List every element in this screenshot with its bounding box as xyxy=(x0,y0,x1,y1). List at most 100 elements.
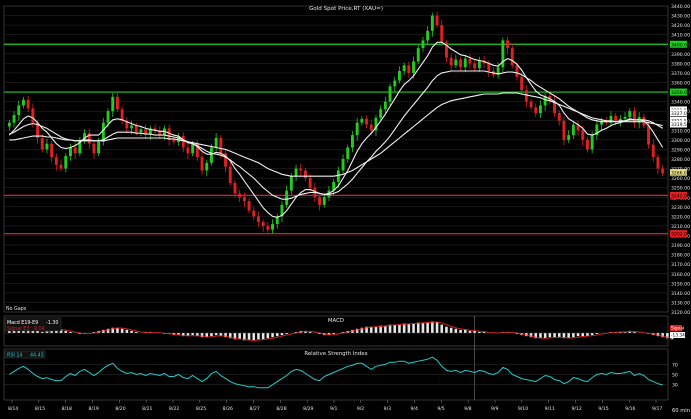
candle-body xyxy=(454,59,458,66)
candle-body xyxy=(585,139,589,150)
candle-body xyxy=(83,133,87,140)
candle-body xyxy=(412,61,416,73)
y-tick-label: 3290.00 xyxy=(671,147,690,153)
candle-body xyxy=(449,57,453,66)
y-tick-label: 3140.00 xyxy=(671,291,690,297)
x-tick-label: 9/10 xyxy=(518,406,528,412)
level-badge xyxy=(670,230,687,238)
y-tick-label: 3340.00 xyxy=(671,100,690,106)
candle-body xyxy=(322,197,326,205)
candle-body xyxy=(374,117,378,131)
rsi-legend-label: RSI 14 xyxy=(7,353,22,359)
macd-value-badge xyxy=(670,332,685,338)
macd-legend-label: Macd E19-E9 xyxy=(7,320,38,326)
candle-body xyxy=(200,157,204,171)
price-badge-label: 3266.00 xyxy=(671,170,690,176)
y-tick-label: 3180.00 xyxy=(671,253,690,259)
candle-body xyxy=(557,113,561,121)
candle-body xyxy=(12,115,16,123)
x-tick-label: 9/8 xyxy=(464,406,471,412)
candle-body xyxy=(567,135,571,140)
candle-body xyxy=(224,153,228,167)
candle-body xyxy=(308,178,312,188)
candle-body xyxy=(510,48,514,66)
rsi-tick-label: 30 xyxy=(672,383,678,389)
candle-body xyxy=(195,143,199,158)
candle-body xyxy=(120,109,124,121)
x-tick-label: 9/5 xyxy=(437,406,444,412)
macd-signal-badge-label: Signal xyxy=(671,326,684,332)
candle-body xyxy=(529,101,533,108)
macd-signal-badge xyxy=(670,325,682,331)
x-tick-label: 9/1 xyxy=(330,406,337,412)
candle-body xyxy=(266,225,270,230)
candle-body xyxy=(534,107,538,114)
candle-body xyxy=(543,95,547,106)
candle-body xyxy=(280,204,284,217)
candle-body xyxy=(477,60,481,69)
level-badge xyxy=(670,40,687,48)
y-tick-label: 3420.00 xyxy=(671,23,690,29)
candle-body xyxy=(360,118,364,123)
y-tick-label: 3260.00 xyxy=(671,176,690,182)
macd-signal-line xyxy=(9,321,673,341)
candle-body xyxy=(238,193,242,198)
candle-body xyxy=(191,143,195,154)
candle-body xyxy=(219,137,223,154)
candle-body xyxy=(444,42,448,58)
candle-body xyxy=(26,99,30,109)
candle-body xyxy=(661,168,665,174)
moving-average-fast xyxy=(8,41,664,218)
candle-body xyxy=(172,139,176,142)
candle-body xyxy=(459,59,463,68)
price-badge xyxy=(670,117,687,124)
x-tick-label: 9/17 xyxy=(652,406,662,412)
macd-title: MACD xyxy=(328,318,344,324)
rsi-legend-value: 44.43 xyxy=(30,353,44,359)
x-tick-label: 9/16 xyxy=(625,406,635,412)
level-badge-label: 3400.00 xyxy=(671,42,690,48)
candle-body xyxy=(73,147,77,154)
candle-body xyxy=(17,105,21,116)
y-tick-label: 3310.00 xyxy=(671,128,690,134)
candle-body xyxy=(134,125,138,133)
candle-body xyxy=(346,147,350,159)
candle-body xyxy=(336,170,340,182)
candle-body xyxy=(205,162,209,171)
level-badge xyxy=(670,191,687,199)
candle-body xyxy=(130,125,134,129)
candle-body xyxy=(618,118,622,121)
candle-body xyxy=(524,90,528,102)
candle-body xyxy=(435,15,439,26)
level-badge-label: 3350.00 xyxy=(671,90,690,96)
candle-body xyxy=(214,137,218,148)
x-tick-label: 9/11 xyxy=(545,406,555,412)
candle-body xyxy=(463,58,467,68)
y-tick-label: 3120.00 xyxy=(671,310,690,316)
candle-body xyxy=(473,63,477,69)
candle-body xyxy=(590,135,594,150)
candle-body xyxy=(416,48,420,62)
candle-body xyxy=(148,128,152,135)
candle-body xyxy=(36,122,40,138)
y-tick-label: 3360.00 xyxy=(671,81,690,87)
candle-body xyxy=(289,176,293,191)
candle-body xyxy=(294,168,298,177)
rsi-tick-label: 70 xyxy=(672,362,678,368)
price-badge xyxy=(670,169,687,176)
candle-body xyxy=(271,224,275,230)
candle-body xyxy=(7,122,11,127)
price-badge-label: 3319.50 xyxy=(671,122,690,128)
candle-body xyxy=(656,157,660,169)
candle-body xyxy=(614,115,618,121)
candle-body xyxy=(275,216,279,225)
candle-body xyxy=(628,111,632,117)
x-tick-label: 8/14 xyxy=(8,406,18,412)
y-tick-label: 3150.00 xyxy=(671,281,690,287)
x-tick-label: 8/20 xyxy=(115,406,125,412)
x-tick-label: 8/26 xyxy=(223,406,233,412)
price-badge xyxy=(670,106,687,114)
candle-body xyxy=(125,120,129,129)
y-tick-label: 3280.00 xyxy=(671,157,690,163)
level-badge-label: 3202.00 xyxy=(671,232,690,238)
